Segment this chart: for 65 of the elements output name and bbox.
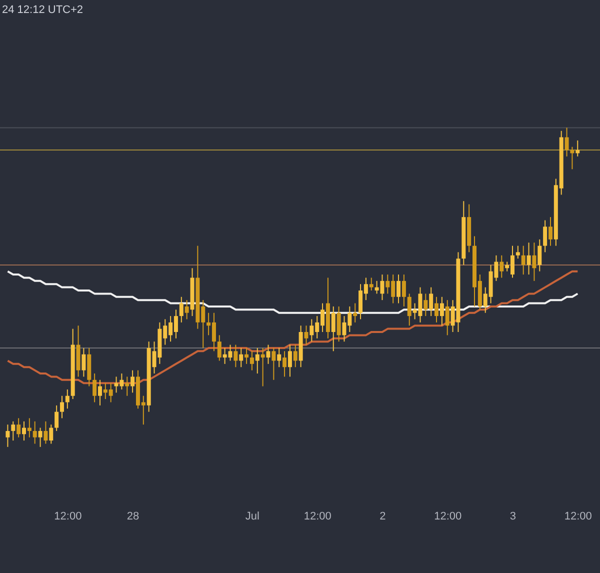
candlestick bbox=[244, 347, 249, 364]
candlestick bbox=[32, 420, 37, 444]
candlestick bbox=[22, 420, 26, 442]
x-tick-label: 12:00 bbox=[304, 510, 332, 522]
candlestick bbox=[98, 379, 102, 406]
candlestick bbox=[27, 418, 32, 438]
candlestick bbox=[266, 344, 270, 364]
candlestick bbox=[440, 296, 444, 326]
candlestick bbox=[424, 293, 428, 317]
candlestick bbox=[521, 245, 526, 276]
candlestick bbox=[548, 216, 552, 246]
candlestick bbox=[49, 424, 54, 444]
candlestick bbox=[331, 306, 336, 352]
candlestick bbox=[336, 306, 341, 342]
candlestick bbox=[304, 325, 308, 346]
candlestick bbox=[277, 347, 282, 368]
candlestick bbox=[407, 293, 412, 326]
candlestick bbox=[500, 254, 504, 278]
candlestick bbox=[217, 334, 222, 362]
candlestick bbox=[44, 420, 48, 444]
candlestick bbox=[272, 347, 276, 380]
text: 24 12:12 UTC+2 bbox=[2, 4, 84, 16]
candlestick bbox=[11, 420, 16, 442]
candlestick bbox=[293, 344, 298, 368]
candlestick bbox=[538, 238, 542, 272]
candlestick bbox=[429, 286, 434, 317]
candlestick bbox=[402, 274, 406, 307]
candlestick bbox=[38, 427, 42, 448]
x-tick-label: Jul bbox=[245, 510, 260, 522]
candlestick bbox=[130, 370, 135, 394]
x-tick-label: 2 bbox=[380, 510, 386, 522]
candlestick bbox=[526, 242, 531, 276]
candlestick bbox=[54, 404, 59, 432]
candlestick bbox=[260, 347, 265, 387]
x-tick-label: 12:00 bbox=[54, 510, 82, 522]
candlestick bbox=[255, 347, 260, 374]
candlestick bbox=[65, 388, 70, 410]
candlestick bbox=[288, 344, 292, 378]
candlestick bbox=[82, 347, 86, 378]
candlestick bbox=[16, 418, 21, 438]
candlestick bbox=[369, 277, 374, 291]
x-tick-label: 12:00 bbox=[434, 510, 462, 522]
candlestick bbox=[396, 274, 401, 304]
candlestick bbox=[576, 140, 580, 157]
candlestick bbox=[184, 300, 189, 320]
candlestick bbox=[564, 127, 569, 157]
candlestick bbox=[92, 373, 97, 403]
candlestick bbox=[60, 395, 64, 419]
candlestick bbox=[434, 296, 439, 323]
candlestick bbox=[445, 300, 450, 336]
candlestick bbox=[516, 245, 520, 260]
candlestick bbox=[353, 302, 358, 323]
candlestick bbox=[570, 146, 574, 170]
x-tick-label: 12:00 bbox=[564, 510, 592, 522]
candlestick bbox=[125, 376, 130, 396]
candlestick bbox=[6, 424, 10, 448]
candlestick bbox=[543, 220, 548, 253]
candlestick bbox=[179, 296, 184, 323]
candlestick bbox=[532, 242, 536, 282]
x-tick-label: 3 bbox=[510, 510, 516, 522]
x-tick-label: 28 bbox=[126, 510, 140, 522]
candlestick bbox=[282, 350, 287, 378]
candlestick bbox=[250, 350, 254, 371]
candlestick bbox=[234, 344, 238, 368]
candlestick bbox=[239, 347, 244, 368]
